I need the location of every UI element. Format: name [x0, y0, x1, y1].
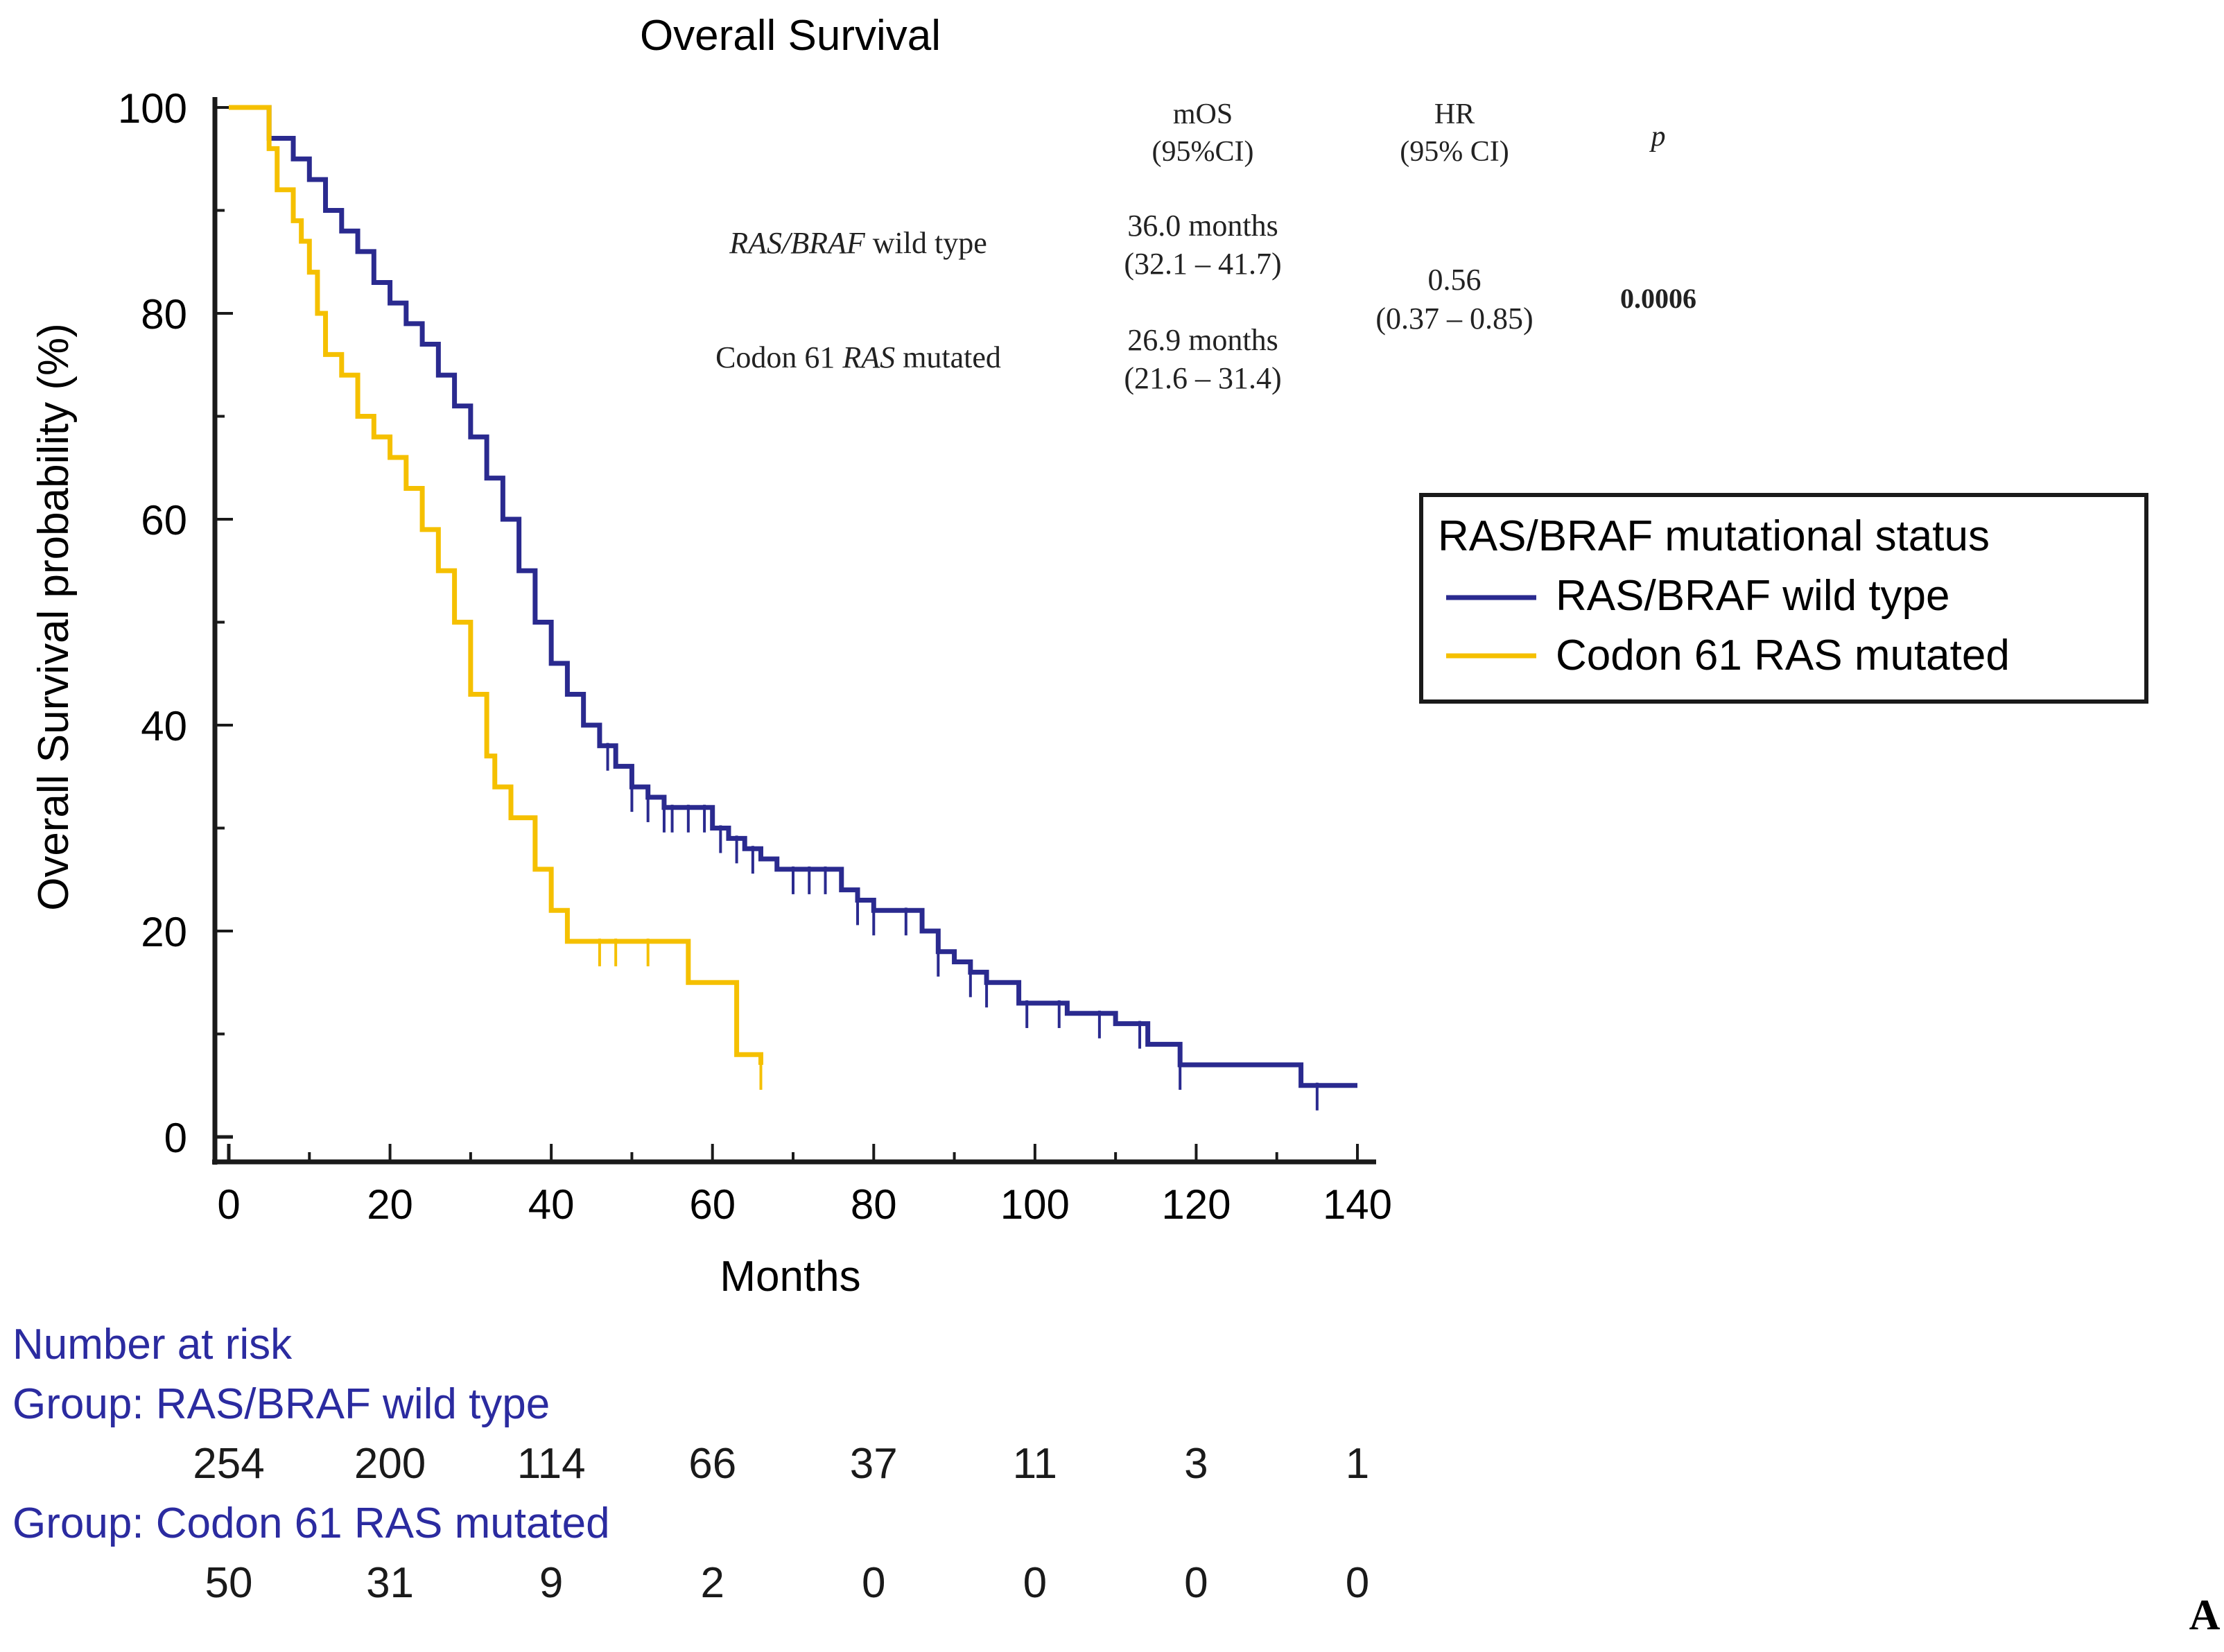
y-axis-label: Overall Survival probability (%)	[30, 323, 78, 911]
x-tick-label: 40	[528, 1181, 575, 1228]
x-tick-label: 20	[367, 1181, 413, 1228]
mos-mutated: 26.9 months	[1127, 323, 1278, 357]
legend-title: RAS/BRAF mutational status	[1438, 512, 1990, 560]
hr-value: 0.56	[1428, 263, 1482, 297]
survival-line-mutated	[229, 105, 763, 1066]
risk-count: 31	[366, 1559, 414, 1607]
x-axis-label: Months	[720, 1253, 860, 1301]
chart-title: Overall Survival	[640, 12, 941, 60]
risk-count: 114	[517, 1440, 586, 1488]
mos-header: mOS	[1173, 98, 1233, 130]
survival-curves	[229, 105, 1357, 1111]
risk-count: 11	[1013, 1440, 1057, 1488]
risk-count: 66	[688, 1440, 736, 1488]
y-tick-label: 100	[118, 85, 187, 132]
mos-ci-mutated: (21.6 – 31.4)	[1124, 361, 1281, 395]
x-tick-label: 0	[217, 1181, 240, 1228]
hr-header-ci: (95% CI)	[1400, 136, 1509, 168]
risk-count: 37	[850, 1440, 898, 1488]
risk-counts-mutated: 50 31 9 2 0 0 0 0	[205, 1559, 1370, 1607]
row-label-mutated: Codon 61 RAS mutated	[715, 340, 1001, 374]
y-tick-label: 20	[141, 909, 187, 955]
x-tick-label: 60	[689, 1181, 736, 1228]
hr-ci: (0.37 – 0.85)	[1375, 302, 1533, 336]
panel-label: A	[2189, 1592, 2221, 1639]
p-value: 0.0006	[1620, 283, 1696, 314]
legend-box	[1419, 493, 2148, 704]
y-tick-label: 0	[164, 1115, 187, 1161]
row-label-wild-type: RAS/BRAF wild type	[729, 226, 987, 260]
x-axis-ticks: 0 20 40 60 80 100 120 140	[217, 1144, 1392, 1228]
x-tick-label: 120	[1161, 1181, 1231, 1228]
risk-counts-wild-type: 254 200 114 66 37 11 3 1	[193, 1440, 1369, 1488]
y-axis-ticks: 0 20 40 60 80 100	[118, 85, 233, 1161]
legend-label-mutated: Codon 61 RAS mutated	[1556, 632, 2010, 679]
mos-header-ci: (95%CI)	[1152, 136, 1254, 168]
survival-line-wild-type	[229, 105, 1357, 1088]
hr-header: HR	[1434, 98, 1475, 130]
y-tick-label: 40	[141, 703, 187, 749]
risk-group-label-wild-type: Group: RAS/BRAF wild type	[12, 1380, 550, 1428]
p-header: p	[1649, 121, 1666, 153]
risk-count: 1	[1346, 1440, 1369, 1488]
x-tick-label: 80	[851, 1181, 897, 1228]
mos-wild-type: 36.0 months	[1127, 209, 1278, 243]
risk-table-title: Number at risk	[12, 1321, 293, 1368]
mos-ci-wild-type: (32.1 – 41.7)	[1124, 247, 1281, 281]
risk-count: 200	[354, 1440, 426, 1488]
risk-count: 0	[1023, 1559, 1047, 1607]
y-tick-label: 80	[141, 291, 187, 338]
legend: RAS/BRAF mutational status RAS/BRAF wild…	[1419, 493, 2148, 704]
risk-count: 254	[193, 1440, 264, 1488]
y-tick-label: 60	[141, 497, 187, 544]
risk-count: 0	[1184, 1559, 1208, 1607]
risk-group-label-mutated: Group: Codon 61 RAS mutated	[12, 1499, 610, 1547]
risk-count: 0	[1346, 1559, 1369, 1607]
x-tick-label: 100	[1000, 1181, 1070, 1228]
stats-annotation: mOS (95%CI) HR (95% CI) p RAS/BRAF wild …	[715, 98, 1696, 395]
risk-count: 9	[539, 1559, 563, 1607]
x-tick-label: 140	[1323, 1181, 1392, 1228]
risk-count: 50	[205, 1559, 253, 1607]
risk-table: Number at risk Group: RAS/BRAF wild type…	[12, 1321, 1369, 1607]
risk-count: 0	[862, 1559, 885, 1607]
risk-count: 3	[1184, 1440, 1208, 1488]
legend-label-wild-type: RAS/BRAF wild type	[1556, 572, 1950, 620]
risk-count: 2	[700, 1559, 724, 1607]
